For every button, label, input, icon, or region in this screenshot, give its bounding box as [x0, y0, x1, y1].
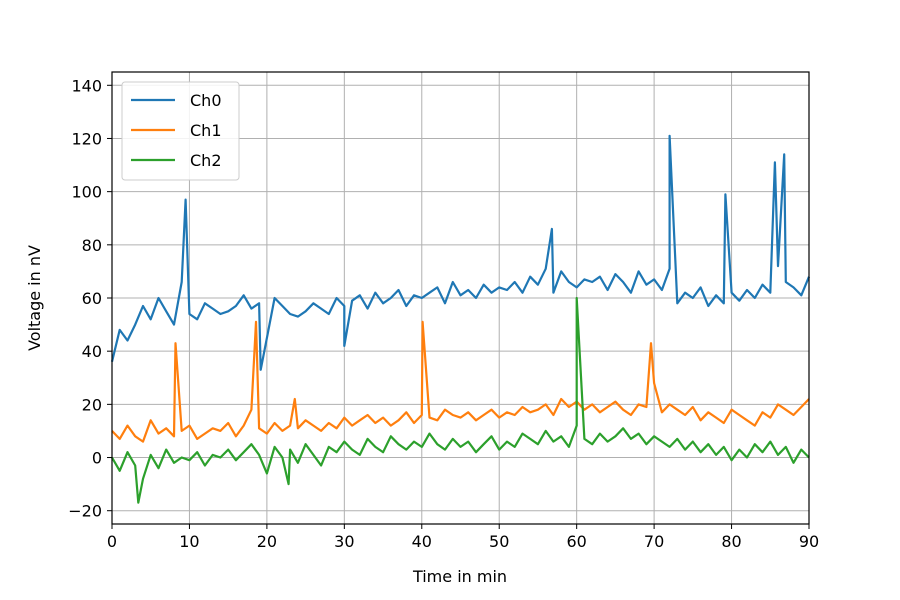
series-line-ch0	[110, 134, 811, 371]
x-tick-label: 0	[107, 532, 117, 551]
y-tick-label: 20	[82, 395, 102, 414]
x-tick-label: 60	[566, 532, 586, 551]
y-tick-label: 140	[71, 76, 102, 95]
x-tick-label: 70	[644, 532, 664, 551]
x-tick-label: 10	[179, 532, 199, 551]
x-axis: 0 10 20 30 40 50 60 70 80 90	[107, 524, 819, 551]
x-tick-label: 80	[721, 532, 741, 551]
legend: Ch0 Ch1 Ch2	[121, 81, 240, 181]
series-line-ch2	[111, 296, 810, 504]
x-tick-label: 90	[799, 532, 819, 551]
y-tick-label: −20	[68, 502, 102, 521]
y-axis-label: Voltage in nV	[25, 245, 44, 351]
grid	[111, 72, 810, 524]
legend-label-ch2: Ch2	[190, 151, 222, 170]
y-tick-label: 100	[71, 183, 102, 202]
x-tick-label: 30	[334, 532, 354, 551]
x-tick-label: 50	[489, 532, 509, 551]
y-tick-label: 120	[71, 129, 102, 148]
legend-box	[121, 81, 240, 181]
y-tick-label: 80	[82, 236, 102, 255]
y-tick-label: 40	[82, 342, 102, 361]
y-tick-label: 60	[82, 289, 102, 308]
y-axis: −20 0 20 40 60 80 100 120 140	[68, 76, 112, 521]
y-tick-label: 0	[92, 449, 102, 468]
legend-label-ch1: Ch1	[190, 121, 222, 140]
x-axis-label: Time in min	[412, 567, 507, 586]
x-tick-label: 20	[257, 532, 277, 551]
legend-label-ch0: Ch0	[190, 91, 222, 110]
x-tick-label: 40	[412, 532, 432, 551]
plot-area	[110, 134, 811, 504]
series-line-ch1	[111, 320, 810, 443]
